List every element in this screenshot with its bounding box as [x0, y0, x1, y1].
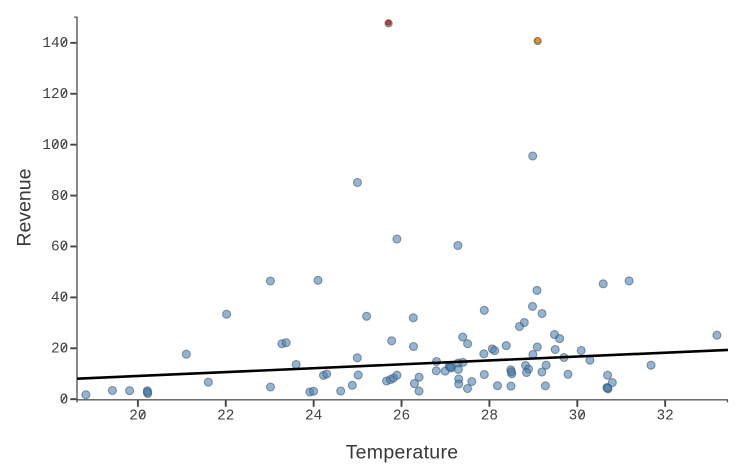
svg-text:26: 26 — [393, 409, 410, 425]
svg-text:22: 22 — [217, 409, 234, 425]
svg-text:Temperature: Temperature — [346, 442, 459, 464]
svg-text:Revenue: Revenue — [14, 169, 36, 247]
svg-text:24: 24 — [305, 409, 322, 425]
svg-text:140: 140 — [42, 36, 68, 52]
svg-text:20: 20 — [129, 409, 146, 425]
svg-text:20: 20 — [51, 341, 68, 357]
svg-text:0: 0 — [60, 392, 69, 408]
svg-text:30: 30 — [569, 409, 586, 425]
svg-text:28: 28 — [481, 409, 498, 425]
svg-text:40: 40 — [51, 291, 68, 307]
svg-text:60: 60 — [51, 240, 68, 256]
svg-text:100: 100 — [42, 138, 68, 154]
svg-text:80: 80 — [51, 189, 68, 205]
svg-text:120: 120 — [42, 87, 68, 103]
svg-text:32: 32 — [657, 409, 674, 425]
